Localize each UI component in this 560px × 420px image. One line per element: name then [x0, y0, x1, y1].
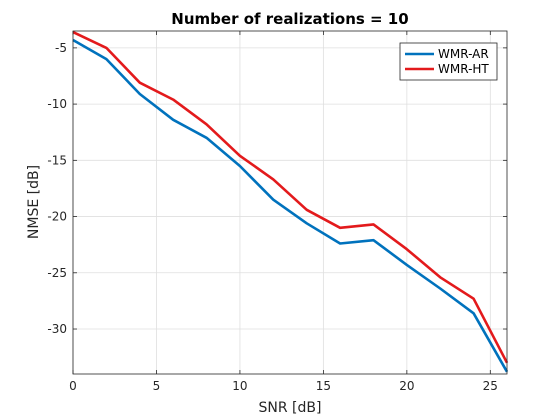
- axis-ticks: 0 5 10 15 20 25 -30 -25 -20 -15 -10 -5: [47, 31, 507, 393]
- x-tick-label: 5: [153, 379, 161, 393]
- y-tick-label: -20: [47, 210, 67, 224]
- y-tick-label: -30: [47, 322, 67, 336]
- plot-frame: [72, 30, 508, 375]
- legend-label: WMR-AR: [438, 47, 489, 61]
- y-axis-label: NMSE [dB]: [26, 165, 42, 239]
- series-line-wmr-ht: [72, 30, 509, 364]
- y-tick-label: -5: [55, 41, 67, 55]
- legend-label: WMR-HT: [438, 62, 489, 76]
- x-axis-label: SNR [dB]: [259, 400, 322, 416]
- plot-area: [73, 31, 507, 374]
- data-series: [72, 30, 509, 373]
- y-tick-label: -10: [47, 97, 67, 111]
- chart-title: Number of realizations = 10: [171, 10, 408, 28]
- y-tick-label: -15: [47, 153, 67, 167]
- x-tick-label: 25: [483, 379, 498, 393]
- legend-box: [399, 42, 498, 81]
- x-tick-label: 20: [399, 379, 414, 393]
- x-tick-label: 0: [69, 379, 77, 393]
- y-tick-label: -25: [47, 266, 67, 280]
- series-line-wmr-ar: [72, 38, 509, 373]
- x-tick-label: 15: [316, 379, 331, 393]
- x-tick-label: 10: [232, 379, 247, 393]
